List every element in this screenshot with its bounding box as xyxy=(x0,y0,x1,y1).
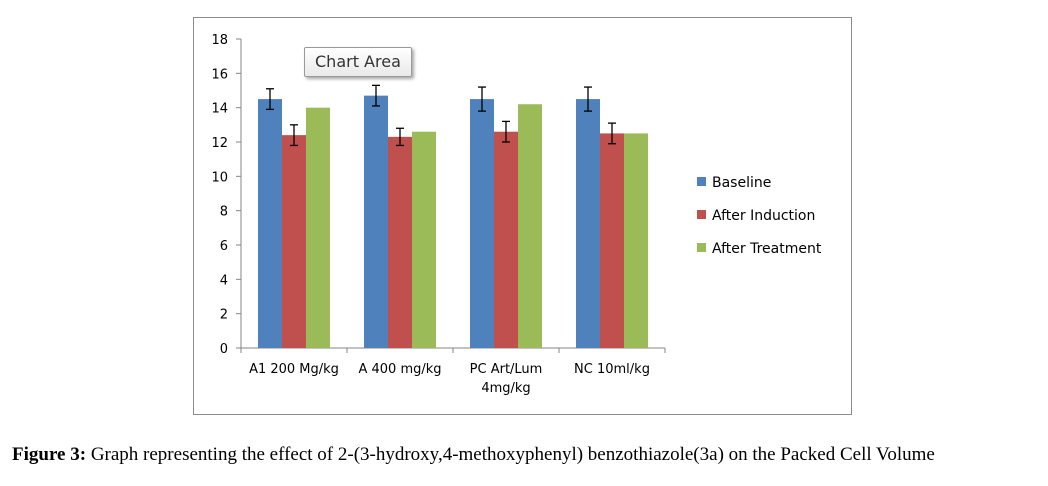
y-tick-label: 16 xyxy=(211,67,228,82)
figure-caption: Figure 3: Graph representing the effect … xyxy=(12,444,1042,466)
y-tick-label: 6 xyxy=(220,239,228,254)
y-tick-label: 12 xyxy=(211,136,228,151)
bar-chart: 0 2 4 6 8 10 12 14 16 18 A1 200 Mg/kg A 400 mg/kg PC… xyxy=(211,33,822,396)
x-category-label: A1 200 Mg/kg xyxy=(249,362,339,377)
y-tick-label: 14 xyxy=(211,102,228,117)
y-tick-label: 0 xyxy=(220,342,228,357)
chart-area-tooltip: Chart Area xyxy=(304,47,412,77)
caption-prefix: Figure 3: xyxy=(12,444,87,465)
bar xyxy=(600,133,624,348)
bar xyxy=(306,107,330,349)
bar xyxy=(470,99,494,348)
y-tick-label: 8 xyxy=(220,205,228,220)
legend-swatch xyxy=(697,243,706,252)
legend-label: After Treatment xyxy=(712,241,822,257)
legend-swatch xyxy=(697,210,706,219)
bar xyxy=(624,133,648,348)
bar xyxy=(518,104,542,348)
y-tick-label: 4 xyxy=(220,273,228,288)
bar xyxy=(282,135,306,348)
bar xyxy=(576,99,600,348)
x-category-label: 4mg/kg xyxy=(481,381,530,396)
bar xyxy=(258,99,282,348)
chart-area[interactable]: 0 2 4 6 8 10 12 14 16 18 A1 200 Mg/kg A 400 mg/kg PC… xyxy=(193,17,852,415)
y-tick-label: 10 xyxy=(211,170,228,185)
x-category-label: NC 10ml/kg xyxy=(574,362,650,377)
bar xyxy=(364,95,388,349)
legend-label: After Induction xyxy=(712,208,815,224)
legend-label: Baseline xyxy=(712,175,771,191)
bar xyxy=(388,136,412,348)
x-category-label: A 400 mg/kg xyxy=(358,362,441,377)
legend-swatch xyxy=(697,177,706,186)
bar xyxy=(494,131,518,348)
y-tick-label: 2 xyxy=(220,308,228,323)
x-category-label: PC Art/Lum xyxy=(470,362,543,377)
bar xyxy=(412,131,436,348)
caption-text: Graph representing the effect of 2-(3-hy… xyxy=(90,444,935,465)
y-tick-label: 18 xyxy=(211,33,228,48)
